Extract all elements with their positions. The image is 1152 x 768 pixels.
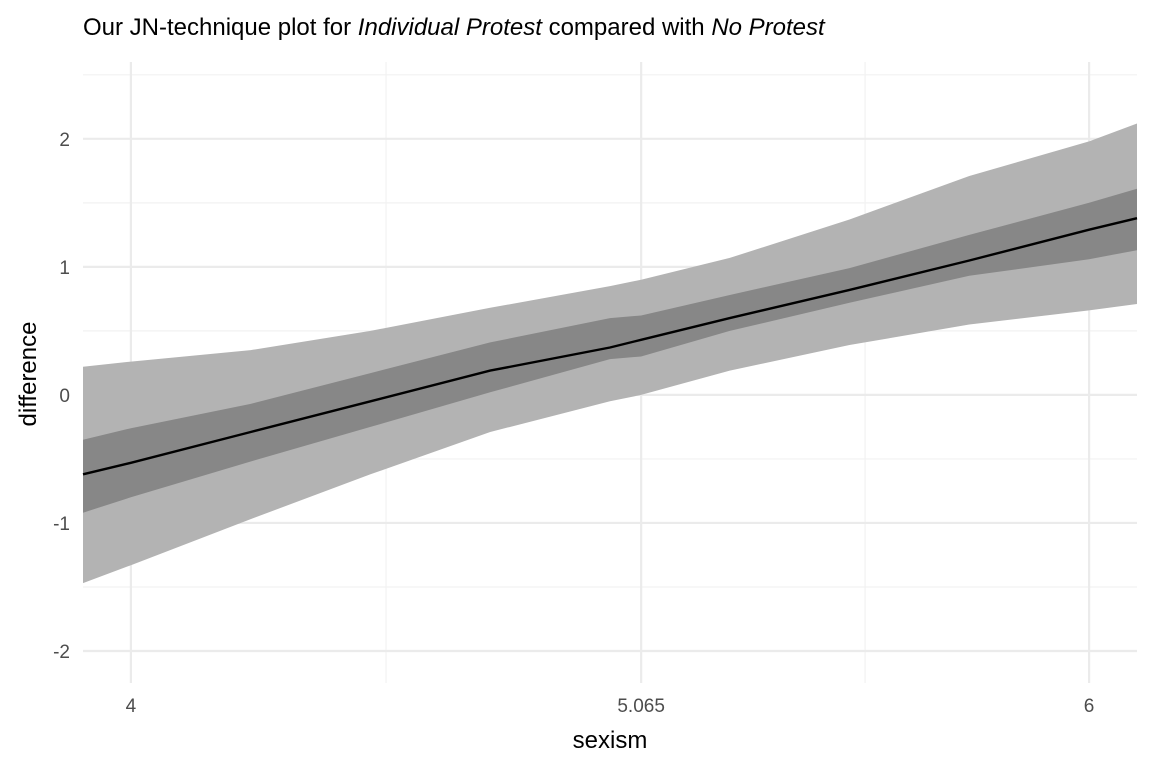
title-part: Individual Protest — [358, 14, 543, 41]
x-tick-label: 6 — [1084, 696, 1095, 717]
estimate-lines — [82, 217, 1138, 476]
confidence-bands — [83, 123, 1137, 584]
y-tick-label: -2 — [53, 642, 70, 663]
y-axis-ticks: -2 -1 0 1 2 — [53, 130, 70, 663]
title-part: No Protest — [711, 14, 826, 41]
inner-confidence-band — [83, 188, 1137, 513]
title-part: compared with — [542, 14, 711, 41]
y-axis-title: difference — [15, 322, 42, 427]
y-tick-label: 2 — [59, 130, 70, 151]
x-axis-title: sexism — [573, 727, 648, 754]
difference-line — [82, 217, 1138, 476]
chart-title: Our JN-technique plot for Individual Pro… — [83, 14, 826, 41]
title-part: Our JN-technique plot for — [83, 14, 358, 41]
x-tick-label: 5.065 — [617, 696, 665, 717]
x-tick-label: 4 — [126, 696, 137, 717]
x-axis-ticks: 4 5.065 6 — [126, 696, 1095, 717]
y-tick-label: -1 — [53, 514, 70, 535]
y-tick-label: 0 — [59, 386, 70, 407]
y-tick-label: 1 — [59, 258, 70, 279]
